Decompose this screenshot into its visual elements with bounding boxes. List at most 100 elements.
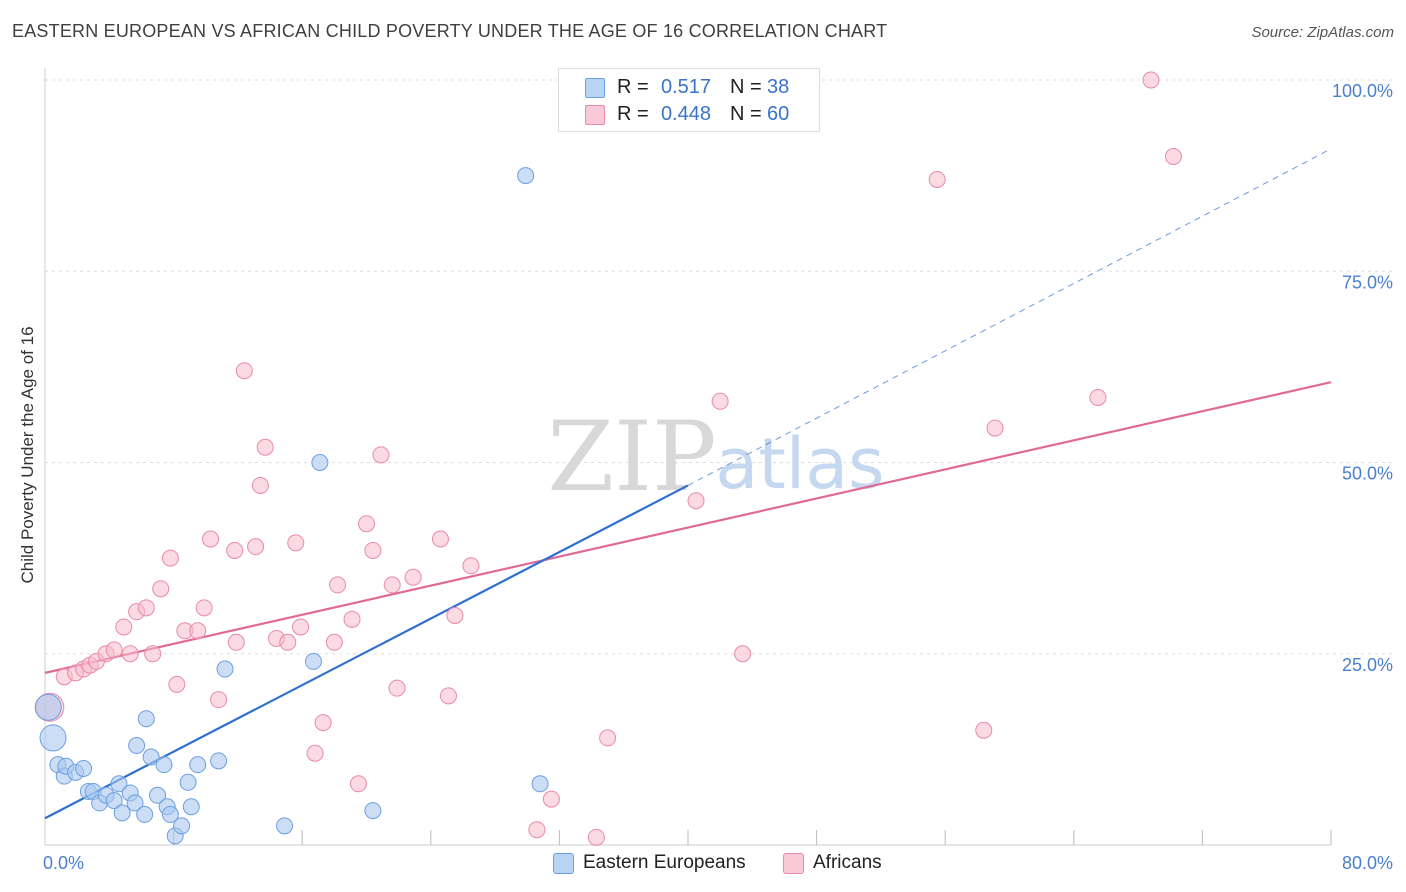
stats-legend: R = 0.517 N = 38 R = 0.448 N = 60	[558, 68, 820, 132]
point-eastern-europeans	[216, 660, 234, 678]
chart-title: EASTERN EUROPEAN VS AFRICAN CHILD POVERT…	[12, 21, 888, 41]
point-africans	[528, 821, 546, 839]
data-points	[34, 71, 1182, 846]
point-eastern-europeans	[173, 817, 191, 835]
point-africans	[542, 790, 560, 808]
point-africans	[279, 633, 297, 651]
point-africans	[292, 618, 310, 636]
point-africans	[431, 530, 449, 548]
trend-line-extension-eastern-europeans	[687, 148, 1332, 486]
point-africans	[227, 633, 245, 651]
point-eastern-europeans	[182, 798, 200, 816]
point-africans	[247, 538, 265, 556]
y-tick-label: 25.0%	[1342, 655, 1393, 675]
point-africans	[287, 534, 305, 552]
point-africans	[144, 645, 162, 663]
n-value: 60	[767, 103, 790, 125]
point-eastern-europeans	[142, 748, 160, 766]
point-africans	[349, 775, 367, 793]
point-eastern-europeans	[105, 792, 123, 810]
point-africans	[364, 541, 382, 559]
legend-label: Africans	[813, 852, 882, 873]
point-africans	[462, 557, 480, 575]
blue-swatch	[585, 78, 605, 98]
point-africans	[587, 828, 605, 846]
y-tick-label: 100.0%	[1332, 81, 1393, 101]
point-eastern-europeans	[304, 652, 322, 670]
point-eastern-europeans	[34, 693, 62, 721]
point-africans	[115, 618, 133, 636]
point-africans	[343, 610, 361, 628]
blue-swatch	[553, 853, 574, 874]
point-africans	[372, 446, 390, 464]
point-africans	[168, 675, 186, 693]
point-africans	[121, 645, 139, 663]
point-africans	[235, 362, 253, 380]
point-africans	[202, 530, 220, 548]
point-africans	[1142, 71, 1160, 89]
point-africans	[105, 641, 123, 659]
point-eastern-europeans	[39, 724, 67, 752]
watermark-atlas: atlas	[715, 423, 884, 505]
point-africans	[446, 607, 464, 624]
r-value: 0.517	[660, 76, 711, 98]
watermark: ZIP atlas	[547, 401, 884, 513]
n-label: N =	[730, 76, 762, 98]
pink-swatch	[783, 853, 804, 874]
point-africans	[734, 645, 752, 663]
point-eastern-europeans	[179, 773, 197, 791]
y-tick-label: 50.0%	[1342, 464, 1393, 484]
point-eastern-europeans	[276, 817, 294, 835]
point-africans	[439, 687, 457, 705]
point-eastern-europeans	[189, 756, 207, 774]
point-eastern-europeans	[517, 167, 535, 185]
point-eastern-europeans	[210, 752, 228, 770]
point-africans	[251, 476, 269, 494]
point-eastern-europeans	[161, 805, 179, 823]
point-africans	[388, 679, 406, 697]
x-tick-label: 80.0%	[1342, 853, 1393, 873]
point-eastern-europeans	[364, 802, 382, 820]
point-eastern-europeans	[110, 775, 128, 793]
legend-label: Eastern Europeans	[583, 852, 746, 873]
n-value: 38	[767, 76, 790, 98]
point-africans	[1089, 388, 1107, 406]
point-africans	[210, 691, 228, 709]
point-eastern-europeans	[128, 737, 146, 755]
trend-line-africans	[44, 381, 1332, 674]
watermark-zip: ZIP	[547, 401, 716, 513]
point-africans	[306, 744, 324, 762]
y-tick-label: 75.0%	[1342, 272, 1393, 292]
point-africans	[928, 170, 946, 188]
point-africans	[314, 714, 332, 732]
point-africans	[404, 568, 422, 586]
point-eastern-europeans	[531, 775, 549, 793]
point-africans	[1164, 148, 1182, 165]
point-eastern-europeans	[136, 805, 154, 823]
point-africans	[137, 599, 155, 617]
point-africans	[195, 599, 213, 617]
point-africans	[226, 541, 244, 559]
pink-swatch	[585, 105, 605, 125]
tick-labels: 25.0% 50.0% 75.0% 100.0% 0.0% 80.0%	[43, 81, 1393, 873]
source-credit: Source: ZipAtlas.com	[1251, 24, 1394, 41]
point-africans	[256, 438, 274, 456]
point-africans	[711, 392, 729, 410]
n-label: N =	[730, 103, 762, 125]
r-label: R =	[617, 103, 649, 125]
point-africans	[599, 729, 617, 747]
point-africans	[329, 576, 347, 594]
point-eastern-europeans	[113, 804, 131, 822]
point-eastern-europeans	[137, 710, 155, 728]
r-label: R =	[617, 76, 649, 98]
r-value: 0.448	[660, 103, 711, 125]
point-africans	[383, 576, 401, 594]
point-eastern-europeans	[126, 794, 144, 812]
point-africans	[161, 549, 179, 567]
point-africans	[189, 622, 207, 640]
point-africans	[975, 721, 993, 739]
point-eastern-europeans	[311, 454, 329, 471]
x-tick-label: 0.0%	[43, 853, 84, 873]
point-africans	[687, 492, 705, 510]
